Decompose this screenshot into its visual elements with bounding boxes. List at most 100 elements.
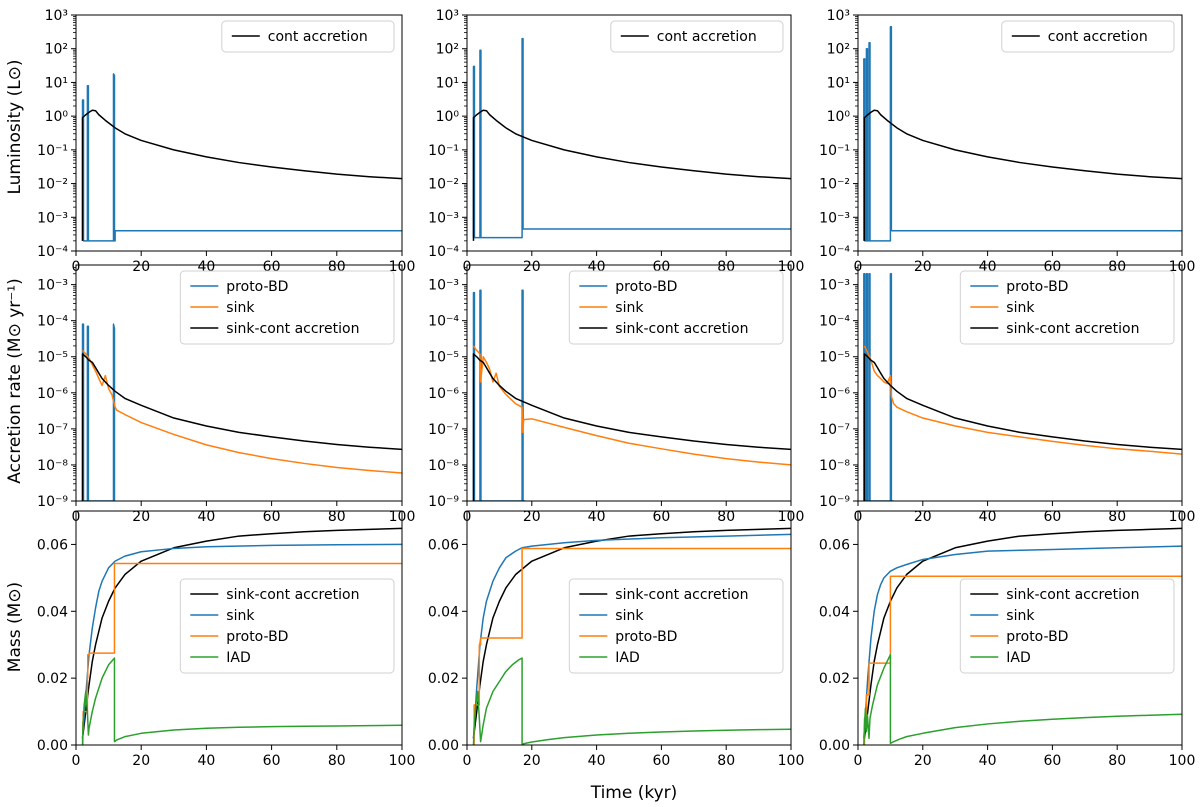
- y-tick-label: 10⁻⁴: [428, 244, 459, 260]
- series-line-sink-cont-accretion: [472, 527, 791, 739]
- legend-box: [1001, 20, 1175, 53]
- series-line-proto-bd: [472, 289, 526, 501]
- y-tick-label: 10⁻⁷: [819, 422, 850, 438]
- legend: cont accretion: [221, 20, 395, 53]
- series-line-sink-cont-accretion: [863, 353, 1182, 501]
- x-tick-label: 20: [132, 259, 150, 275]
- legend: cont accretion: [1001, 20, 1175, 53]
- series-line-sink-cont-accretion: [472, 353, 791, 501]
- y-tick-label: 10⁻⁸: [819, 458, 850, 474]
- x-tick-label: 60: [652, 753, 670, 769]
- x-tick-label: 60: [1043, 753, 1061, 769]
- x-tick-label: 20: [914, 259, 932, 275]
- axes-frame: [857, 14, 1183, 252]
- x-tick-label: 40: [197, 753, 215, 769]
- y-tick-label: 10⁻⁵: [428, 350, 459, 366]
- x-tick-label: 0: [72, 753, 81, 769]
- x-tick-label: 100: [778, 753, 805, 769]
- x-tick-label: 40: [979, 753, 997, 769]
- series-line-proto-bd: [81, 323, 116, 501]
- x-tick-label: 100: [1169, 753, 1196, 769]
- x-tick-label: 100: [389, 753, 416, 769]
- legend-box: [221, 20, 395, 53]
- legend-label: proto-BD: [1006, 279, 1068, 295]
- y-tick-label: 10³: [827, 8, 850, 24]
- y-tick-label: 10⁻⁴: [819, 314, 850, 330]
- x-tick-label: 40: [588, 753, 606, 769]
- y-tick-label: 10²: [45, 42, 68, 58]
- legend-label: sink-cont accretion: [226, 587, 359, 603]
- series-line-cont-accretion: [863, 109, 1182, 241]
- y-tick-label: 10⁻⁵: [819, 350, 850, 366]
- y-tick-label: 0.04: [819, 604, 850, 620]
- y-axis-label-luminosity: Luminosity (L⊙): [5, 59, 25, 194]
- y-tick-label: 0.00: [428, 738, 459, 754]
- y-tick-label: 10⁻⁴: [428, 314, 459, 330]
- y-tick-label: 10⁻⁶: [428, 386, 459, 402]
- y-tick-label: 10¹: [827, 75, 850, 91]
- y-tick-label: 10⁻⁶: [37, 386, 68, 402]
- series-line-iad: [81, 657, 402, 745]
- series-line-proto-bd-lum: [863, 25, 1182, 242]
- series-line-sink-cont-accretion: [81, 353, 402, 501]
- y-tick-label: 0.04: [428, 604, 459, 620]
- panel-2-2: 0 20 40 60 80 100 0.00 0.02 0.04 0.06 sink-cont ac…: [819, 510, 1196, 769]
- y-tick-label: 0.04: [37, 604, 68, 620]
- legend-box: [959, 270, 1175, 345]
- legend-label: proto-BD: [615, 279, 677, 295]
- series-line-cont-accretion: [81, 109, 402, 241]
- legend-label: IAD: [1006, 650, 1031, 666]
- y-tick-label: 10²: [436, 42, 459, 58]
- legend: sink-cont accretion sink proto-BD IAD: [959, 578, 1175, 674]
- y-tick-label: 0.00: [819, 738, 850, 754]
- y-tick-label: 10⁻²: [819, 177, 850, 193]
- legend-box: [179, 270, 395, 345]
- y-tick-label: 10⁻⁴: [819, 244, 850, 260]
- legend: cont accretion: [610, 20, 784, 53]
- x-tick-label: 20: [523, 753, 541, 769]
- y-tick-label: 0.02: [428, 671, 459, 687]
- legend-label: sink-cont accretion: [615, 321, 748, 337]
- series-line-sink: [863, 545, 1182, 739]
- x-tick-label: 80: [717, 509, 735, 525]
- legend-box: [568, 270, 784, 345]
- legend-box: [568, 578, 784, 674]
- axes-frame: [75, 510, 403, 746]
- series-line-sink: [81, 543, 402, 739]
- series-line-sink-cont-accretion: [81, 527, 402, 739]
- y-tick-label: 10⁻²: [37, 177, 68, 193]
- legend-label: sink-cont accretion: [226, 321, 359, 337]
- y-tick-label: 10⁻³: [428, 278, 459, 294]
- x-tick-label: 60: [1043, 509, 1061, 525]
- x-tick-label: 40: [588, 509, 606, 525]
- y-tick-label: 10²: [827, 42, 850, 58]
- y-tick-label: 10⁻⁷: [428, 422, 459, 438]
- axes-frame: [857, 264, 1183, 502]
- series-line-proto-bd-lum: [472, 37, 791, 239]
- x-tick-label: 60: [263, 753, 281, 769]
- legend: proto-BD sink sink-cont accretion: [568, 270, 784, 345]
- y-tick-label: 10⁻⁴: [37, 314, 68, 330]
- legend-box: [610, 20, 784, 53]
- axes-frame: [466, 14, 792, 252]
- x-tick-label: 20: [132, 753, 150, 769]
- y-tick-label: 10⁻³: [428, 210, 459, 226]
- axes-frame: [466, 510, 792, 746]
- series-line-sink-cont-accretion: [863, 527, 1182, 739]
- legend-label: proto-BD: [1006, 629, 1068, 645]
- legend-label: sink-cont accretion: [1006, 321, 1139, 337]
- y-tick-label: 10⁻⁴: [37, 244, 68, 260]
- y-tick-label: 10⁻⁹: [37, 494, 68, 510]
- legend: proto-BD sink sink-cont accretion: [959, 270, 1175, 345]
- axes-frame: [75, 264, 403, 502]
- x-tick-label: 80: [1108, 753, 1126, 769]
- x-tick-label: 20: [523, 509, 541, 525]
- y-tick-label: 10⁻⁶: [819, 386, 850, 402]
- legend: sink-cont accretion sink proto-BD IAD: [179, 578, 395, 674]
- y-tick-label: 10⁻¹: [819, 143, 850, 159]
- legend: sink-cont accretion sink proto-BD IAD: [568, 578, 784, 674]
- y-tick-label: 0.02: [819, 671, 850, 687]
- panel-1-1: 0 20 40 60 80 10010⁻⁹10⁻⁸10⁻⁷10⁻⁶10⁻⁵10⁻⁴10⁻³…: [428, 264, 804, 525]
- y-tick-label: 10⁰: [827, 109, 851, 125]
